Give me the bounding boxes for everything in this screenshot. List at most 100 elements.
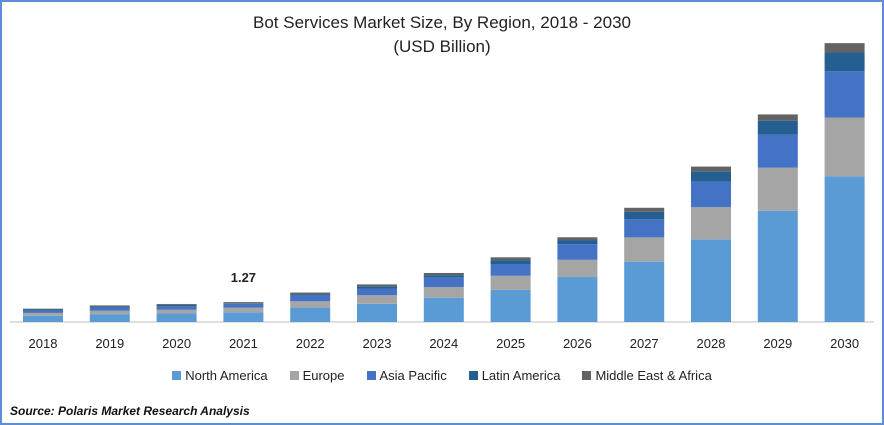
bar-segment-2026-asia-pacific: [557, 244, 598, 260]
bar-segment-2022-middle-east-africa: [290, 292, 331, 295]
bar-segment-2028-asia-pacific: [691, 181, 731, 208]
bar-segment-2024-europe: [423, 287, 464, 298]
bar-segment-2029-middle-east-africa: [757, 114, 798, 121]
x-tick-label-2020: 2020: [162, 336, 191, 351]
x-tick-label-2025: 2025: [496, 336, 525, 351]
bar-segment-2022-europe: [290, 301, 331, 308]
bar-segment-2023-europe: [357, 295, 397, 304]
bar-segment-2027-latin-america: [624, 211, 665, 220]
bar-segment-2018-middle-east-africa: [23, 308, 63, 310]
legend-item: Latin America: [468, 368, 561, 383]
chart-subtitle: (USD Billion): [393, 37, 491, 56]
bar-segment-2028-north-america: [691, 239, 731, 322]
bar-segment-2028-middle-east-africa: [691, 166, 731, 172]
legend-swatch: [468, 371, 478, 380]
bar-segment-2018-asia-pacific: [23, 310, 63, 313]
legend-swatch: [289, 371, 299, 380]
bar-segment-2021-europe: [223, 307, 264, 313]
bar-segment-2019-asia-pacific: [89, 307, 130, 311]
legend-swatch: [582, 371, 592, 380]
bar-segment-2022-latin-america: [290, 294, 331, 296]
x-tick-label-2018: 2018: [29, 336, 58, 351]
source-note: Source: Polaris Market Research Analysis: [10, 404, 250, 418]
bar-segment-2025-north-america: [490, 289, 531, 322]
bar-segment-2024-middle-east-africa: [423, 272, 464, 276]
bar-segment-2025-europe: [490, 275, 531, 290]
bar-segment-2023-middle-east-africa: [357, 284, 397, 287]
bar-segment-2018-europe: [23, 312, 63, 316]
bar-segment-2021-middle-east-africa: [223, 302, 264, 304]
legend-label: North America: [185, 368, 268, 383]
legend-swatch: [366, 371, 376, 380]
legend-item: Europe: [289, 368, 345, 383]
bar-segment-2023-asia-pacific: [357, 288, 397, 296]
bar-segment-2030-latin-america: [824, 52, 865, 72]
bar-segment-2020-europe: [156, 309, 197, 314]
bar-segment-2021-latin-america: [223, 303, 264, 304]
bar-segment-2027-asia-pacific: [624, 219, 665, 238]
chart-title: Bot Services Market Size, By Region, 201…: [253, 13, 631, 32]
bar-segment-2020-latin-america: [156, 304, 197, 307]
bar-segment-2029-asia-pacific: [757, 134, 798, 168]
legend-item: Middle East & Africa: [582, 368, 712, 383]
bar-segment-2018-north-america: [23, 315, 63, 322]
data-label-2021: 1.27: [231, 270, 256, 285]
bar-segment-2026-latin-america: [557, 240, 598, 245]
bar-segment-2021-north-america: [223, 312, 264, 322]
x-tick-label-2026: 2026: [563, 336, 592, 351]
bar-segment-2026-middle-east-africa: [557, 237, 598, 241]
x-tick-label-2022: 2022: [296, 336, 325, 351]
bar-segment-2019-middle-east-africa: [89, 305, 130, 307]
bar-segment-2030-europe: [824, 117, 865, 177]
x-tick-label-2030: 2030: [830, 336, 859, 351]
bar-segment-2028-europe: [691, 207, 731, 240]
x-tick-label-2024: 2024: [429, 336, 458, 351]
bar-segment-2025-latin-america: [490, 260, 531, 265]
bar-segment-2023-latin-america: [357, 286, 397, 289]
bar-segment-2027-middle-east-africa: [624, 207, 665, 212]
bar-segment-2029-europe: [757, 167, 798, 211]
bar-segment-2029-latin-america: [757, 120, 798, 135]
legend-label: Asia Pacific: [379, 368, 447, 383]
bar-segment-2022-north-america: [290, 307, 331, 322]
bar-segment-2019-north-america: [89, 314, 130, 322]
x-tick-label-2019: 2019: [95, 336, 124, 351]
bar-segment-2026-europe: [557, 259, 598, 278]
bar-segment-2030-middle-east-africa: [824, 43, 865, 53]
bar-segment-2027-north-america: [624, 261, 665, 322]
legend-item: North America: [172, 368, 268, 383]
chart-legend: North America Europe Asia Pacific Latin Ame…: [2, 368, 882, 383]
bar-segment-2022-asia-pacific: [290, 295, 331, 302]
x-tick-label-2021: 2021: [229, 336, 258, 351]
bar-segment-2019-latin-america: [89, 306, 130, 308]
x-tick-label-2023: 2023: [363, 336, 392, 351]
legend-label: Europe: [302, 368, 345, 383]
bar-segment-2029-north-america: [757, 210, 798, 322]
legend-item: Asia Pacific: [366, 368, 447, 383]
bar-segment-2030-asia-pacific: [824, 71, 865, 118]
x-tick-label-2028: 2028: [697, 336, 726, 351]
bar-segment-2025-middle-east-africa: [490, 257, 531, 261]
bar-segment-2020-middle-east-africa: [156, 303, 197, 305]
bar-segment-2020-north-america: [156, 313, 197, 322]
bar-segment-2026-north-america: [557, 277, 598, 322]
x-tick-label-2029: 2029: [763, 336, 792, 351]
bar-segment-2028-latin-america: [691, 171, 731, 182]
legend-label: Middle East & Africa: [595, 368, 712, 383]
bar-segment-2024-north-america: [423, 297, 464, 322]
bar-segment-2020-asia-pacific: [156, 306, 197, 310]
bar-segment-2027-europe: [624, 237, 665, 262]
legend-swatch: [172, 371, 182, 380]
bar-segment-2024-latin-america: [423, 275, 464, 278]
bar-segment-2019-europe: [89, 310, 130, 315]
legend-label: Latin America: [481, 368, 561, 383]
bar-segment-2021-asia-pacific: [223, 303, 264, 308]
bar-segment-2023-north-america: [357, 303, 397, 322]
bar-segment-2030-north-america: [824, 176, 865, 322]
bar-segment-2024-asia-pacific: [423, 277, 464, 288]
bar-segment-2018-latin-america: [23, 309, 63, 311]
x-tick-label-2027: 2027: [630, 336, 659, 351]
bar-segment-2025-asia-pacific: [490, 264, 531, 276]
